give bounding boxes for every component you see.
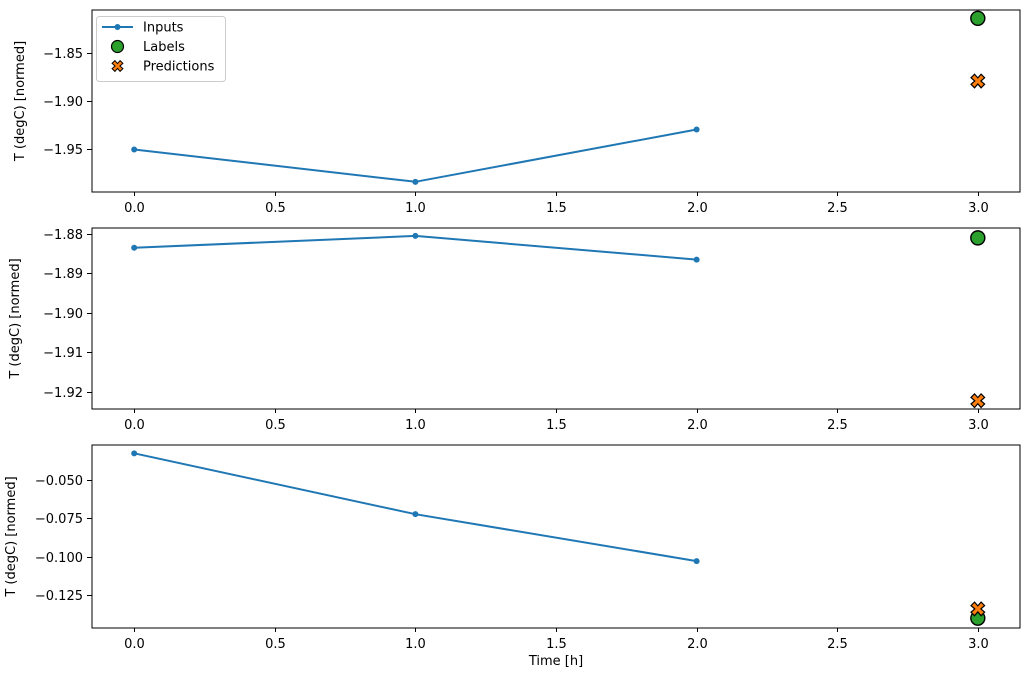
inputs-point	[131, 244, 138, 251]
y-tick-label: −1.88	[43, 228, 83, 243]
x-tick-label: 2.0	[687, 418, 708, 433]
x-tick-label: 2.0	[687, 637, 708, 652]
y-tick-label: −0.075	[35, 512, 83, 527]
y-tick-label: −1.90	[43, 307, 83, 322]
y-tick-label: −1.89	[43, 267, 83, 282]
legend-swatch-labels-circle	[110, 39, 125, 54]
x-tick-label: 0.0	[124, 418, 145, 433]
inputs-point	[412, 511, 419, 518]
y-tick-label: −1.90	[43, 95, 83, 110]
x-tick-label: 0.5	[265, 201, 286, 216]
x-tick-label: 0.0	[124, 201, 145, 216]
inputs-point	[412, 178, 419, 185]
inputs-point	[693, 256, 700, 263]
subplot-2: 0.0 0.5 1.0 1.5 2.0 2.5 3.0 −1.88 −1.89 −1.90 −1.9…	[8, 227, 1021, 433]
legend-swatch-predictions-x	[111, 59, 124, 73]
x-tick-label: 3.0	[968, 201, 989, 216]
x-tick-label: 1.0	[405, 418, 426, 433]
y-tick-label: −0.100	[35, 551, 83, 566]
axes-frame	[91, 444, 1021, 629]
subplot-1: 0.0 0.5 1.0 1.5 2.0 2.5 3.0 −1.85 −1.90 −1.95 T (d…	[13, 9, 1021, 216]
x-tick-label: 3.0	[968, 637, 989, 652]
legend-box	[96, 16, 226, 82]
x-tick-label: 1.5	[546, 418, 567, 433]
x-axis-label: Time [h]	[528, 654, 583, 669]
inputs-point	[131, 146, 138, 153]
axes-frame	[91, 227, 1021, 410]
x-tick-label: 0.0	[124, 637, 145, 652]
legend-label-inputs: Inputs	[143, 21, 184, 36]
y-tick-label: −1.85	[43, 47, 83, 62]
y-tick-label: −1.92	[43, 386, 83, 401]
legend-swatch-inputs-dot	[114, 24, 121, 30]
y-tick-label: −1.95	[43, 143, 83, 158]
predictions-marker	[970, 601, 986, 617]
labels-marker	[970, 230, 986, 246]
x-tick-label: 1.5	[546, 637, 567, 652]
x-tick-label: 0.5	[265, 418, 286, 433]
subplot-3: 0.0 0.5 1.0 1.5 2.0 2.5 3.0 −0.050 −0.075 −0.100 −…	[4, 444, 1021, 652]
legend: Inputs Labels Predictions	[96, 16, 226, 82]
x-tick-label: 0.5	[265, 637, 286, 652]
y-tick-label: −1.91	[43, 346, 83, 361]
x-tick-label: 2.5	[827, 418, 848, 433]
legend-label-labels: Labels	[143, 40, 185, 55]
predictions-marker	[970, 73, 986, 89]
inputs-point	[412, 232, 419, 239]
y-tick-label: −0.050	[35, 474, 83, 489]
x-tick-label: 1.0	[405, 637, 426, 652]
y-tick-label: −0.125	[35, 589, 83, 604]
x-tick-label: 1.0	[405, 201, 426, 216]
y-axis-label: T (degC) [normed]	[13, 41, 28, 162]
axes-frame	[91, 9, 1021, 193]
legend-label-predictions: Predictions	[143, 60, 215, 75]
x-tick-label: 2.5	[827, 201, 848, 216]
y-axis-label: T (degC) [normed]	[8, 258, 23, 379]
inputs-point	[693, 126, 700, 133]
x-tick-label: 2.5	[827, 637, 848, 652]
x-tick-label: 2.0	[687, 201, 708, 216]
labels-marker	[970, 10, 986, 26]
y-axis-label: T (degC) [normed]	[4, 476, 19, 597]
inputs-point	[131, 450, 138, 457]
predictions-marker	[970, 393, 986, 409]
x-tick-label: 1.5	[546, 201, 567, 216]
inputs-point	[693, 558, 700, 565]
x-tick-label: 3.0	[968, 418, 989, 433]
